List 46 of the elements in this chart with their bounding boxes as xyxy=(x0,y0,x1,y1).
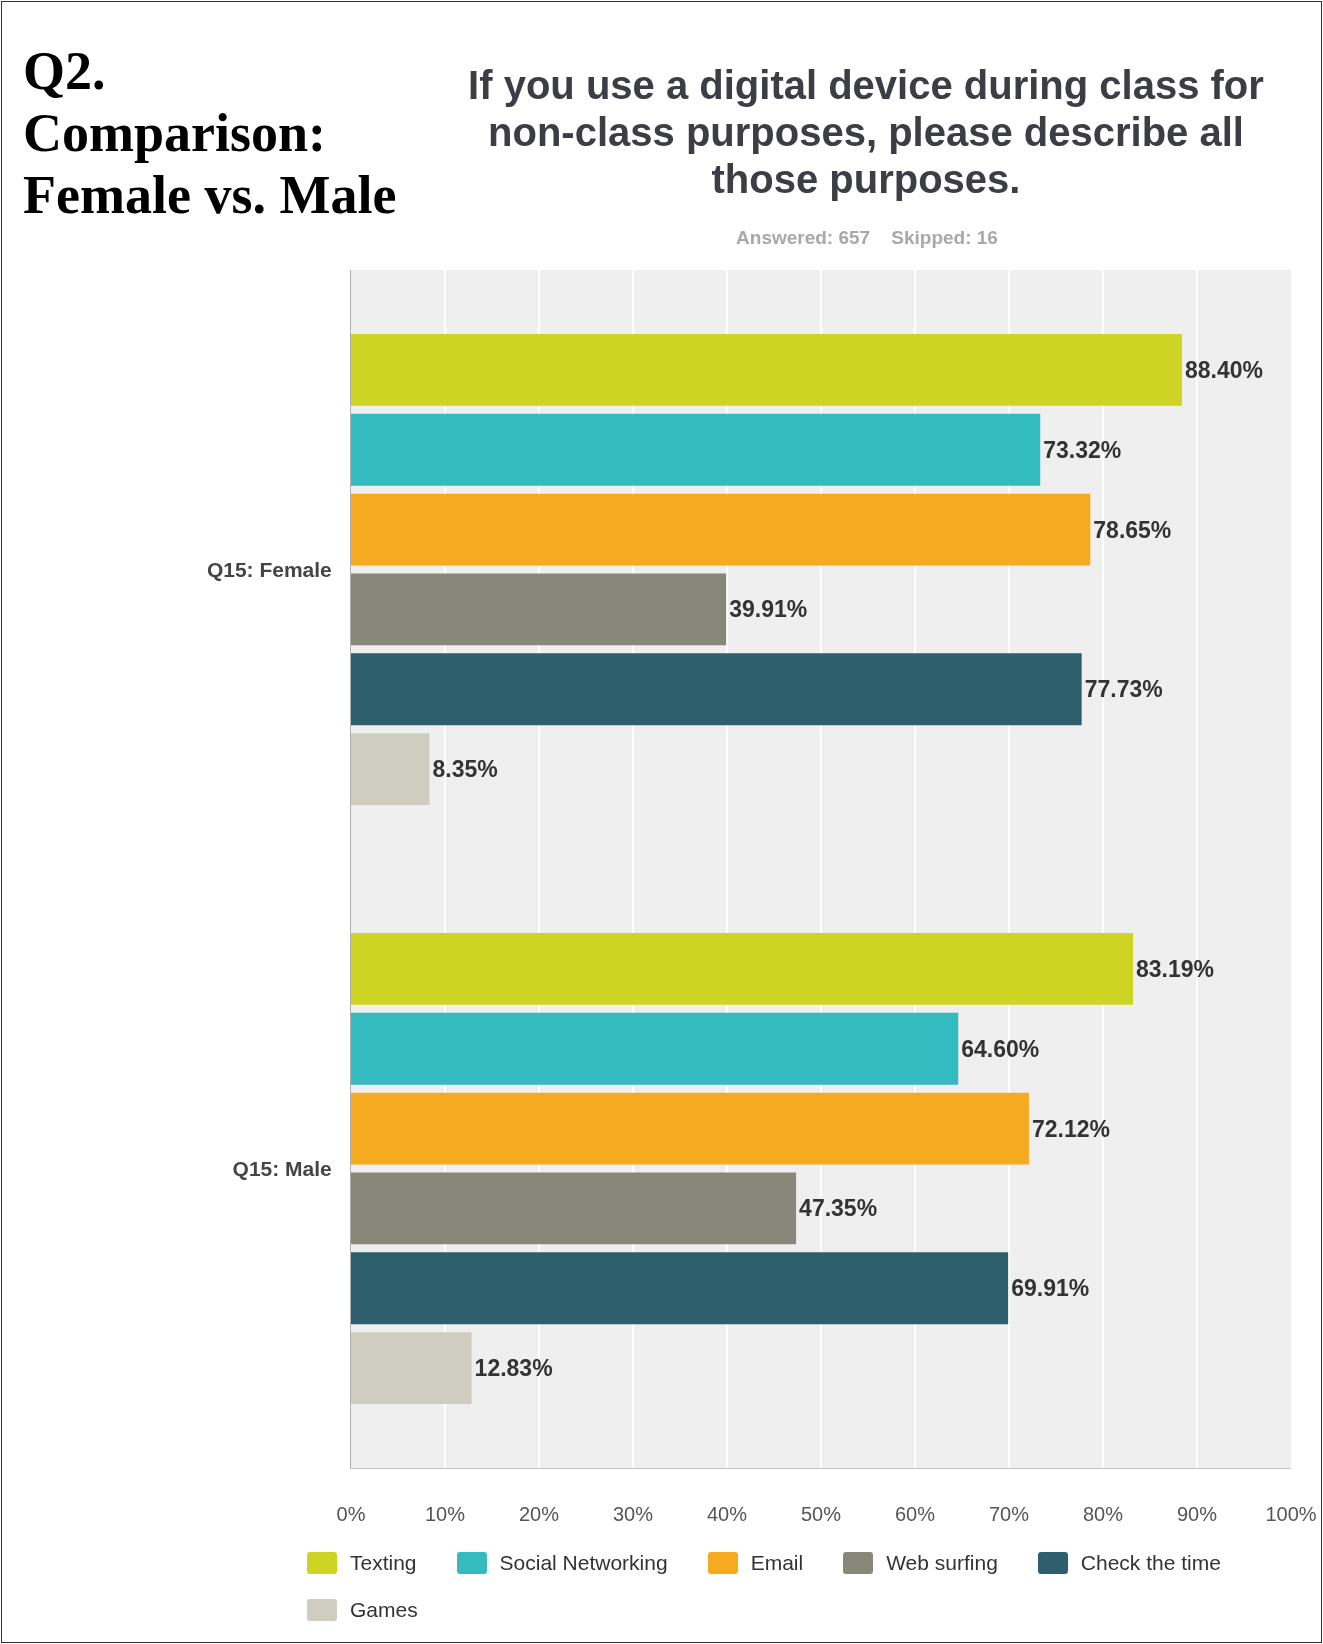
legend-label: Web surfing xyxy=(886,1550,998,1575)
y-tick-label: Q15: Female xyxy=(206,557,332,581)
data-label: 88.40% xyxy=(1184,356,1263,383)
bar xyxy=(351,573,727,646)
data-label: 47.35% xyxy=(799,1195,878,1222)
x-tick-label: 60% xyxy=(894,1503,936,1525)
x-tick-label: 50% xyxy=(800,1503,842,1525)
bar xyxy=(351,333,1182,406)
data-label: 12.83% xyxy=(474,1355,553,1382)
x-tick-label: 0% xyxy=(336,1503,366,1525)
legend-label: Texting xyxy=(350,1550,417,1575)
bar xyxy=(351,1252,1009,1325)
bar xyxy=(351,1332,472,1405)
legend-label: Email xyxy=(750,1550,804,1575)
bar xyxy=(351,1092,1029,1165)
x-tick-label: 90% xyxy=(1176,1503,1218,1525)
data-label: 69.91% xyxy=(1011,1275,1090,1302)
bar xyxy=(351,1012,959,1085)
data-label: 83.19% xyxy=(1135,955,1215,982)
bar xyxy=(351,493,1091,566)
data-label: 39.91% xyxy=(729,596,808,623)
bar xyxy=(351,413,1041,486)
x-tick-label: 100% xyxy=(1265,1503,1317,1525)
data-label: 64.60% xyxy=(961,1035,1040,1062)
x-tick-label: 20% xyxy=(518,1503,560,1525)
data-label: 73.32% xyxy=(1043,436,1122,463)
chart-title: If you use a digital device during class for non-class purposes, please describe all those purposes. xyxy=(467,62,1265,203)
bar xyxy=(351,733,430,806)
data-label: 77.73% xyxy=(1084,676,1163,703)
x-tick-label: 10% xyxy=(424,1503,466,1525)
chart-subtitle: Answered: 657 Skipped: 16 xyxy=(735,226,999,250)
x-tick-label: 80% xyxy=(1082,1503,1124,1525)
x-tick-label: 30% xyxy=(612,1503,654,1525)
data-label: 72.12% xyxy=(1031,1115,1110,1142)
bar xyxy=(351,1172,797,1245)
legend-label: Social Networking xyxy=(499,1550,668,1575)
x-tick-label: 70% xyxy=(988,1503,1030,1525)
data-label: 78.65% xyxy=(1093,516,1172,543)
x-tick-label: 40% xyxy=(706,1503,748,1525)
text: Q2. Comparison: Female vs. Male xyxy=(23,40,398,226)
legend-label: Games xyxy=(350,1597,418,1622)
data-label: 8.35% xyxy=(432,756,498,783)
bar xyxy=(351,653,1082,726)
legend-label: Check the time xyxy=(1080,1550,1221,1575)
bar xyxy=(351,932,1133,1005)
y-tick-label: Q15: Male xyxy=(232,1156,332,1180)
